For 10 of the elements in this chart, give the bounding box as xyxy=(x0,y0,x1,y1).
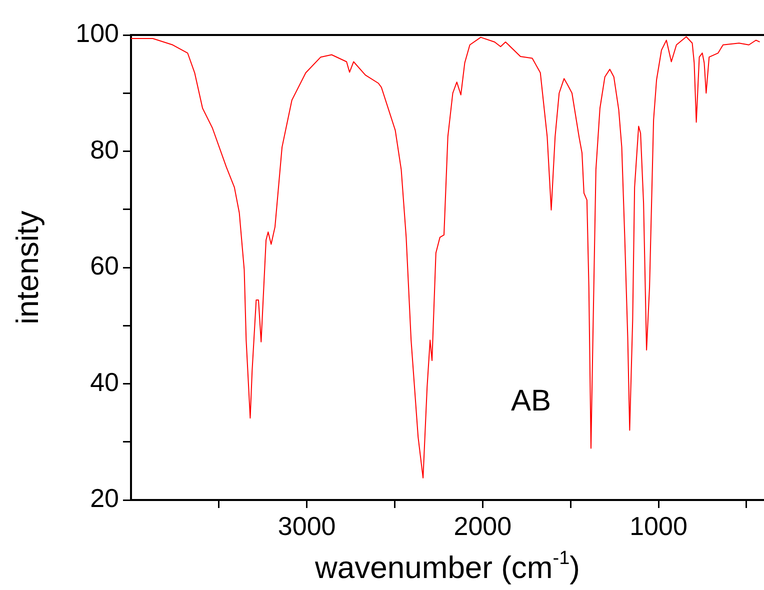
y-tick-label: 60 xyxy=(90,250,119,281)
x-tick-label: 2000 xyxy=(454,510,512,541)
y-tick-label: 40 xyxy=(90,366,119,397)
annotation: AB xyxy=(511,384,552,418)
y-tick-label: 100 xyxy=(76,18,119,48)
x-tick-label: 3000 xyxy=(278,510,336,541)
y-tick-label: 20 xyxy=(90,483,119,514)
y-tick-label: 80 xyxy=(90,134,119,164)
x-tick-label: 1000 xyxy=(630,510,688,541)
y-axis-title: intensity xyxy=(10,210,45,324)
